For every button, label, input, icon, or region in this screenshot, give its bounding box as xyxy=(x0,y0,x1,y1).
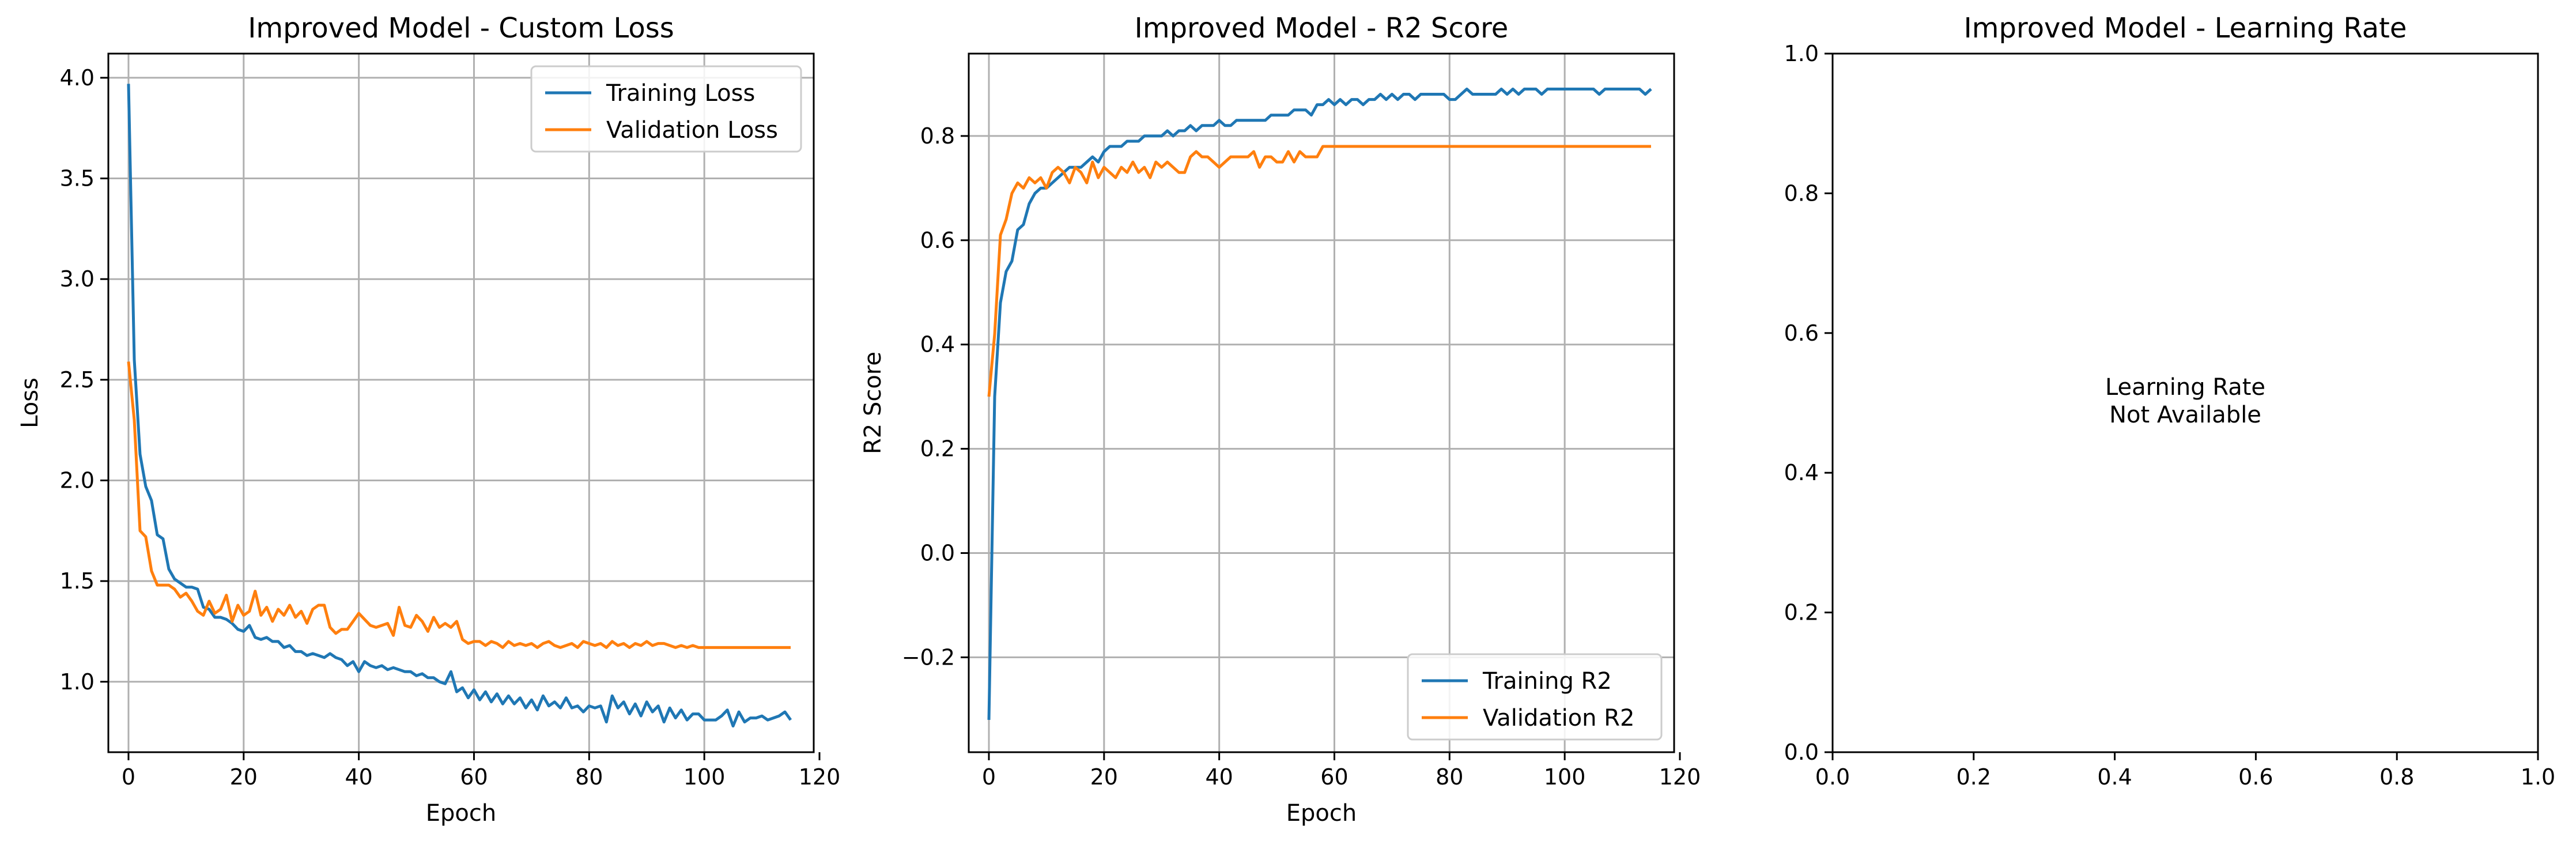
chart-panel-3: 0.0 0.2 0.4 0.6 0.8 1.0 0.0 0.2 0.4 0.6 0.8 1.0 Impr… xyxy=(1784,12,2556,790)
chart-panel-1: 0 20 40 60 80 100 120 1.0 1.5 2.0 2.5 3.0 3.5 4.0 Impr… xyxy=(17,12,840,827)
y-tick-label: 2.5 xyxy=(60,367,95,393)
x-tick-label: 40 xyxy=(345,764,372,790)
series-line-validation-r2 xyxy=(987,145,1651,397)
x-tick-label: 20 xyxy=(1090,764,1118,790)
legend: Training R2 Validation R2 xyxy=(1407,653,1663,741)
y-tick-label: 2.0 xyxy=(60,467,95,493)
chart-title: Improved Model - Custom Loss xyxy=(248,12,674,44)
annotation-text: Not Available xyxy=(2109,402,2261,428)
chart-panel-2: 0 20 40 60 80 100 120 −0.2 0.0 0.2 0.4 0.6 0.8 Improv… xyxy=(860,12,1701,827)
legend-label: Training R2 xyxy=(1482,668,1612,695)
x-tick-label: 0.8 xyxy=(2379,764,2414,790)
legend-label: Validation Loss xyxy=(606,117,778,144)
legend: Training Loss Validation Loss xyxy=(530,65,802,153)
chart-title: Improved Model - Learning Rate xyxy=(1964,12,2407,44)
series-line-training-r2 xyxy=(987,88,1652,720)
x-tick-label: 120 xyxy=(799,764,841,790)
y-tick-label: 0.6 xyxy=(920,228,955,253)
legend-label: Validation R2 xyxy=(1483,705,1634,731)
legend-label: Training Loss xyxy=(606,80,755,107)
chart-title: Improved Model - R2 Score xyxy=(1135,12,1509,44)
y-tick-label: 1.5 xyxy=(60,568,95,594)
y-tick-label: 0.0 xyxy=(1784,740,1819,765)
x-tick-label: 80 xyxy=(575,764,603,790)
y-axis-label: Loss xyxy=(17,378,43,428)
x-tick-label: 0.4 xyxy=(2097,764,2132,790)
series-line-validation-loss xyxy=(127,361,791,649)
x-tick-label: 100 xyxy=(1544,764,1586,790)
x-tick-label: 80 xyxy=(1436,764,1463,790)
plot-frame xyxy=(968,52,1675,753)
annotation-text: Learning Rate xyxy=(2105,374,2265,401)
y-tick-label: 0.0 xyxy=(920,540,955,565)
y-tick-label: 0.4 xyxy=(920,332,955,357)
x-tick-label: 100 xyxy=(683,764,726,790)
y-tick-label: 3.0 xyxy=(60,266,95,292)
y-tick-label: 1.0 xyxy=(1784,41,1819,66)
x-tick-label: 0.0 xyxy=(1815,764,1850,790)
x-tick-label: 60 xyxy=(1320,764,1348,790)
series-line-training-loss xyxy=(127,84,792,728)
x-tick-label: 20 xyxy=(230,764,258,790)
y-tick-label: 0.8 xyxy=(1784,180,1819,206)
y-tick-label: −0.2 xyxy=(902,644,955,670)
x-tick-label: 40 xyxy=(1205,764,1233,790)
x-tick-label: 0 xyxy=(982,764,996,790)
x-tick-label: 120 xyxy=(1659,764,1701,790)
legend-box xyxy=(530,65,802,153)
x-axis-label: Epoch xyxy=(1286,800,1357,827)
y-axis-label: R2 Score xyxy=(860,352,886,454)
x-tick-label: 1.0 xyxy=(2521,764,2555,790)
y-tick-label: 4.0 xyxy=(60,65,95,90)
y-tick-label: 0.2 xyxy=(920,436,955,462)
y-tick-label: 0.2 xyxy=(1784,600,1819,625)
x-axis-label: Epoch xyxy=(426,800,496,827)
x-tick-label: 0.2 xyxy=(1956,764,1991,790)
y-tick-label: 0.4 xyxy=(1784,460,1819,485)
y-tick-label: 1.0 xyxy=(60,669,95,695)
plot-frame xyxy=(107,52,815,753)
x-tick-label: 0 xyxy=(122,764,135,790)
x-tick-label: 60 xyxy=(460,764,488,790)
y-tick-label: 3.5 xyxy=(60,166,95,191)
y-tick-label: 0.8 xyxy=(920,123,955,149)
legend-box xyxy=(1407,653,1663,741)
y-tick-label: 0.6 xyxy=(1784,320,1819,346)
plot-frame xyxy=(1831,52,2539,753)
x-tick-label: 0.6 xyxy=(2238,764,2273,790)
